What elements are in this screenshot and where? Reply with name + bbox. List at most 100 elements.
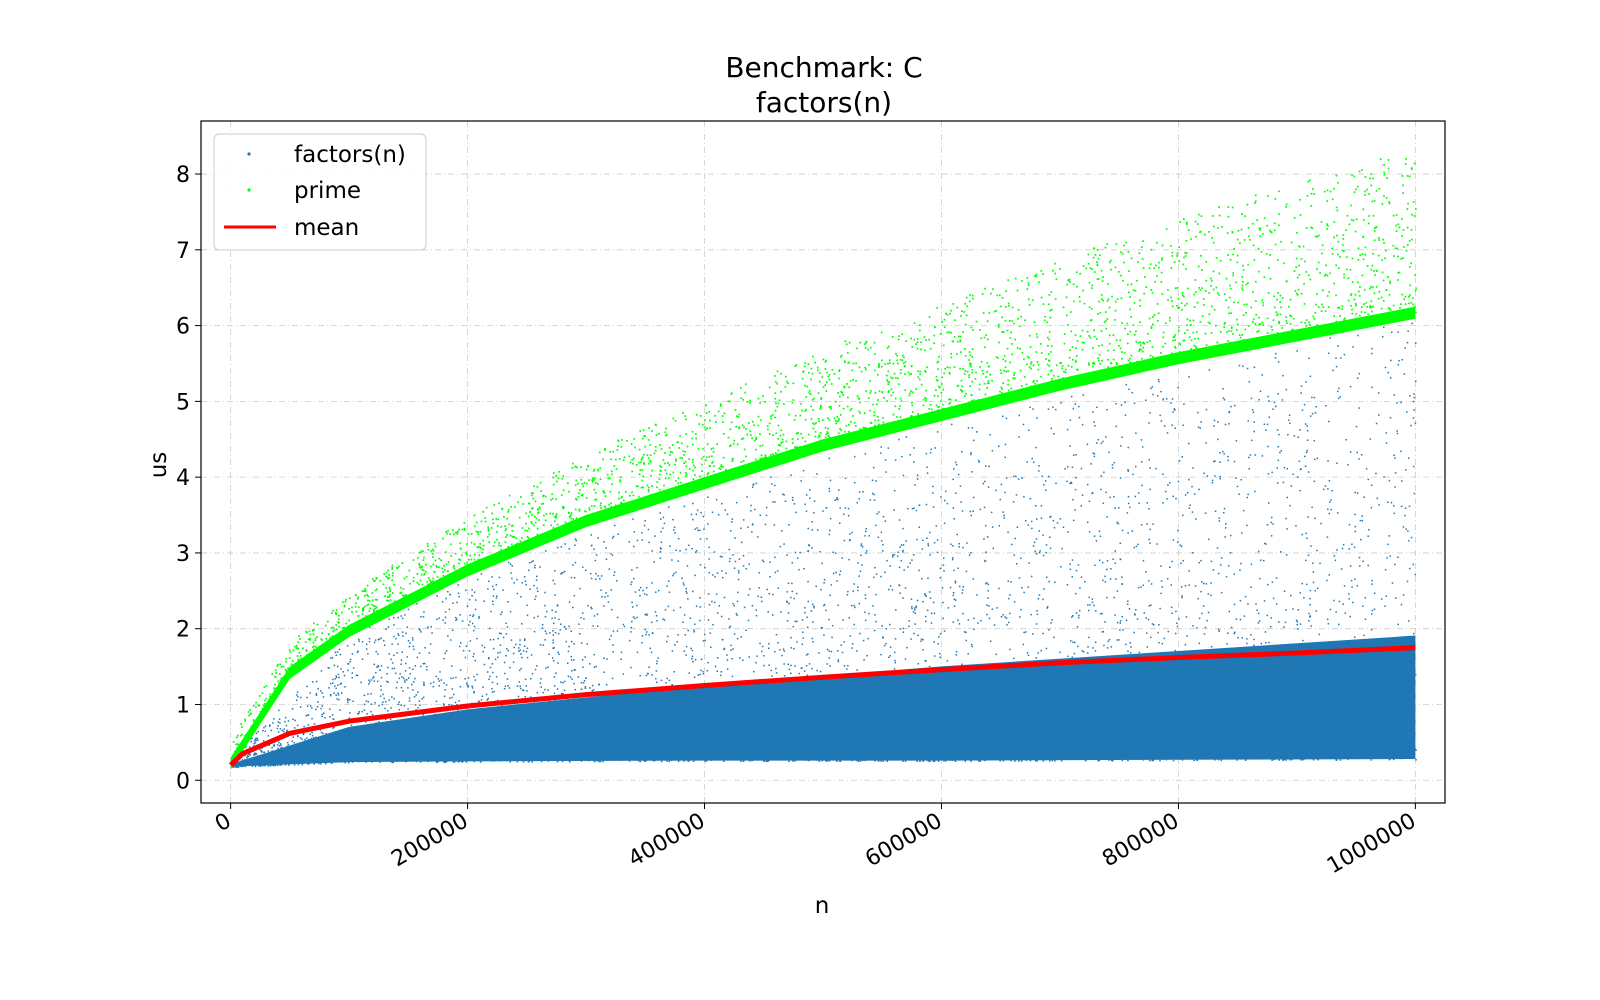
factors-point (1001, 704, 1004, 706)
factors-point (1197, 411, 1199, 414)
factors-point (1078, 609, 1081, 612)
factors-point (1042, 752, 1044, 754)
factors-point (898, 519, 901, 521)
factors-point (638, 698, 640, 700)
factors-point (1189, 504, 1191, 507)
factors-point (1339, 759, 1342, 761)
factors-point (1235, 477, 1237, 479)
factors-point (1290, 485, 1293, 487)
factors-point (760, 596, 763, 598)
factors-point (1119, 676, 1121, 679)
factors-point (1246, 524, 1248, 527)
factors-point (1354, 530, 1356, 533)
factors-point (729, 530, 732, 532)
factors-point (988, 729, 991, 731)
factors-point (1042, 598, 1044, 601)
factors-point (1082, 394, 1085, 396)
factors-point (758, 747, 761, 750)
factors-point (869, 695, 871, 698)
factors-point (1341, 739, 1344, 742)
factors-point (412, 668, 414, 671)
factors-point (1035, 553, 1038, 555)
factors-point (1340, 719, 1342, 722)
factors-point (1351, 754, 1353, 757)
factors-point (731, 657, 734, 660)
factors-point (390, 707, 392, 709)
factors-point (641, 742, 643, 745)
factors-point (945, 750, 947, 753)
factors-point (1328, 480, 1331, 482)
factors-point (619, 753, 622, 756)
factors-point (1343, 689, 1346, 692)
factors-point (964, 719, 967, 722)
factors-point (488, 758, 490, 760)
factors-point (693, 739, 695, 741)
factors-point (873, 676, 875, 678)
factors-point (848, 617, 851, 619)
factors-point (1287, 741, 1290, 743)
factors-point (880, 452, 882, 454)
factors-point (1168, 695, 1171, 698)
factors-point (302, 732, 305, 735)
factors-point (824, 748, 826, 750)
factors-point (407, 677, 410, 679)
factors-point (1076, 626, 1079, 628)
factors-point (1140, 705, 1142, 708)
factors-point (478, 701, 481, 703)
factors-point (313, 760, 316, 762)
factors-point (958, 585, 961, 588)
factors-point (401, 746, 403, 748)
factors-point (1401, 359, 1404, 361)
factors-point (1244, 759, 1247, 761)
factors-point (747, 526, 749, 529)
factors-point (1359, 538, 1362, 541)
factors-point (783, 650, 785, 652)
factors-point (1391, 582, 1394, 584)
factors-point (1219, 564, 1222, 566)
factors-point (386, 673, 388, 675)
factors-point (1127, 748, 1130, 750)
factors-point (435, 718, 438, 720)
factors-point (552, 641, 554, 644)
factors-point (1029, 678, 1031, 680)
factors-point (796, 620, 798, 623)
factors-point (1306, 429, 1309, 432)
factors-point (1240, 562, 1242, 565)
factors-point (707, 523, 709, 525)
factors-point (1299, 592, 1302, 594)
factors-point (244, 765, 247, 768)
factors-point (788, 668, 791, 671)
factors-point (816, 759, 818, 761)
factors-point (1057, 719, 1059, 722)
factors-point (946, 502, 949, 505)
factors-point (1196, 735, 1199, 738)
factors-point (319, 729, 322, 731)
factors-point (1337, 710, 1340, 712)
factors-point (806, 674, 809, 677)
factors-point (1223, 453, 1225, 455)
factors-point (1217, 758, 1220, 761)
factors-point (1061, 665, 1063, 667)
factors-point (1386, 557, 1388, 559)
factors-point (859, 760, 862, 762)
factors-point (1056, 686, 1058, 688)
factors-point (370, 759, 373, 762)
factors-point (1340, 357, 1342, 359)
factors-point (985, 725, 987, 727)
factors-point (1236, 748, 1238, 751)
factors-point (950, 423, 953, 426)
factors-point (556, 604, 559, 606)
factors-point (925, 503, 928, 506)
factors-point (1013, 697, 1015, 699)
factors-point (767, 759, 770, 762)
factors-point (1361, 644, 1364, 646)
factors-point (892, 732, 895, 735)
factors-point (1142, 584, 1144, 587)
factors-point (660, 548, 662, 550)
factors-point (726, 513, 729, 516)
factors-point (1045, 735, 1048, 737)
factors-point (1203, 740, 1205, 742)
factors-point (1049, 536, 1051, 539)
factors-point (1015, 475, 1017, 478)
factors-point (1354, 674, 1356, 677)
